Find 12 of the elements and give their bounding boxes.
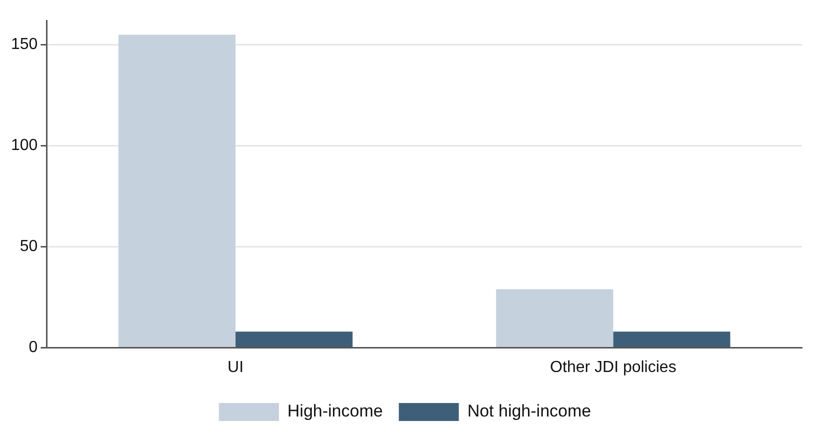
bar bbox=[236, 332, 353, 348]
x-tick-label: UI bbox=[228, 358, 244, 376]
bar bbox=[496, 289, 614, 348]
bar bbox=[118, 34, 236, 348]
y-tick-label: 150 bbox=[10, 36, 38, 54]
y-tick-label: 100 bbox=[10, 137, 38, 154]
legend-label: Not high-income bbox=[467, 402, 592, 421]
bar bbox=[613, 332, 730, 348]
y-tick-label: 50 bbox=[20, 238, 38, 256]
legend-label: High-income bbox=[287, 402, 383, 421]
y-tick-label: 0 bbox=[28, 339, 38, 356]
x-tick-label: Other JDI policies bbox=[550, 358, 676, 376]
